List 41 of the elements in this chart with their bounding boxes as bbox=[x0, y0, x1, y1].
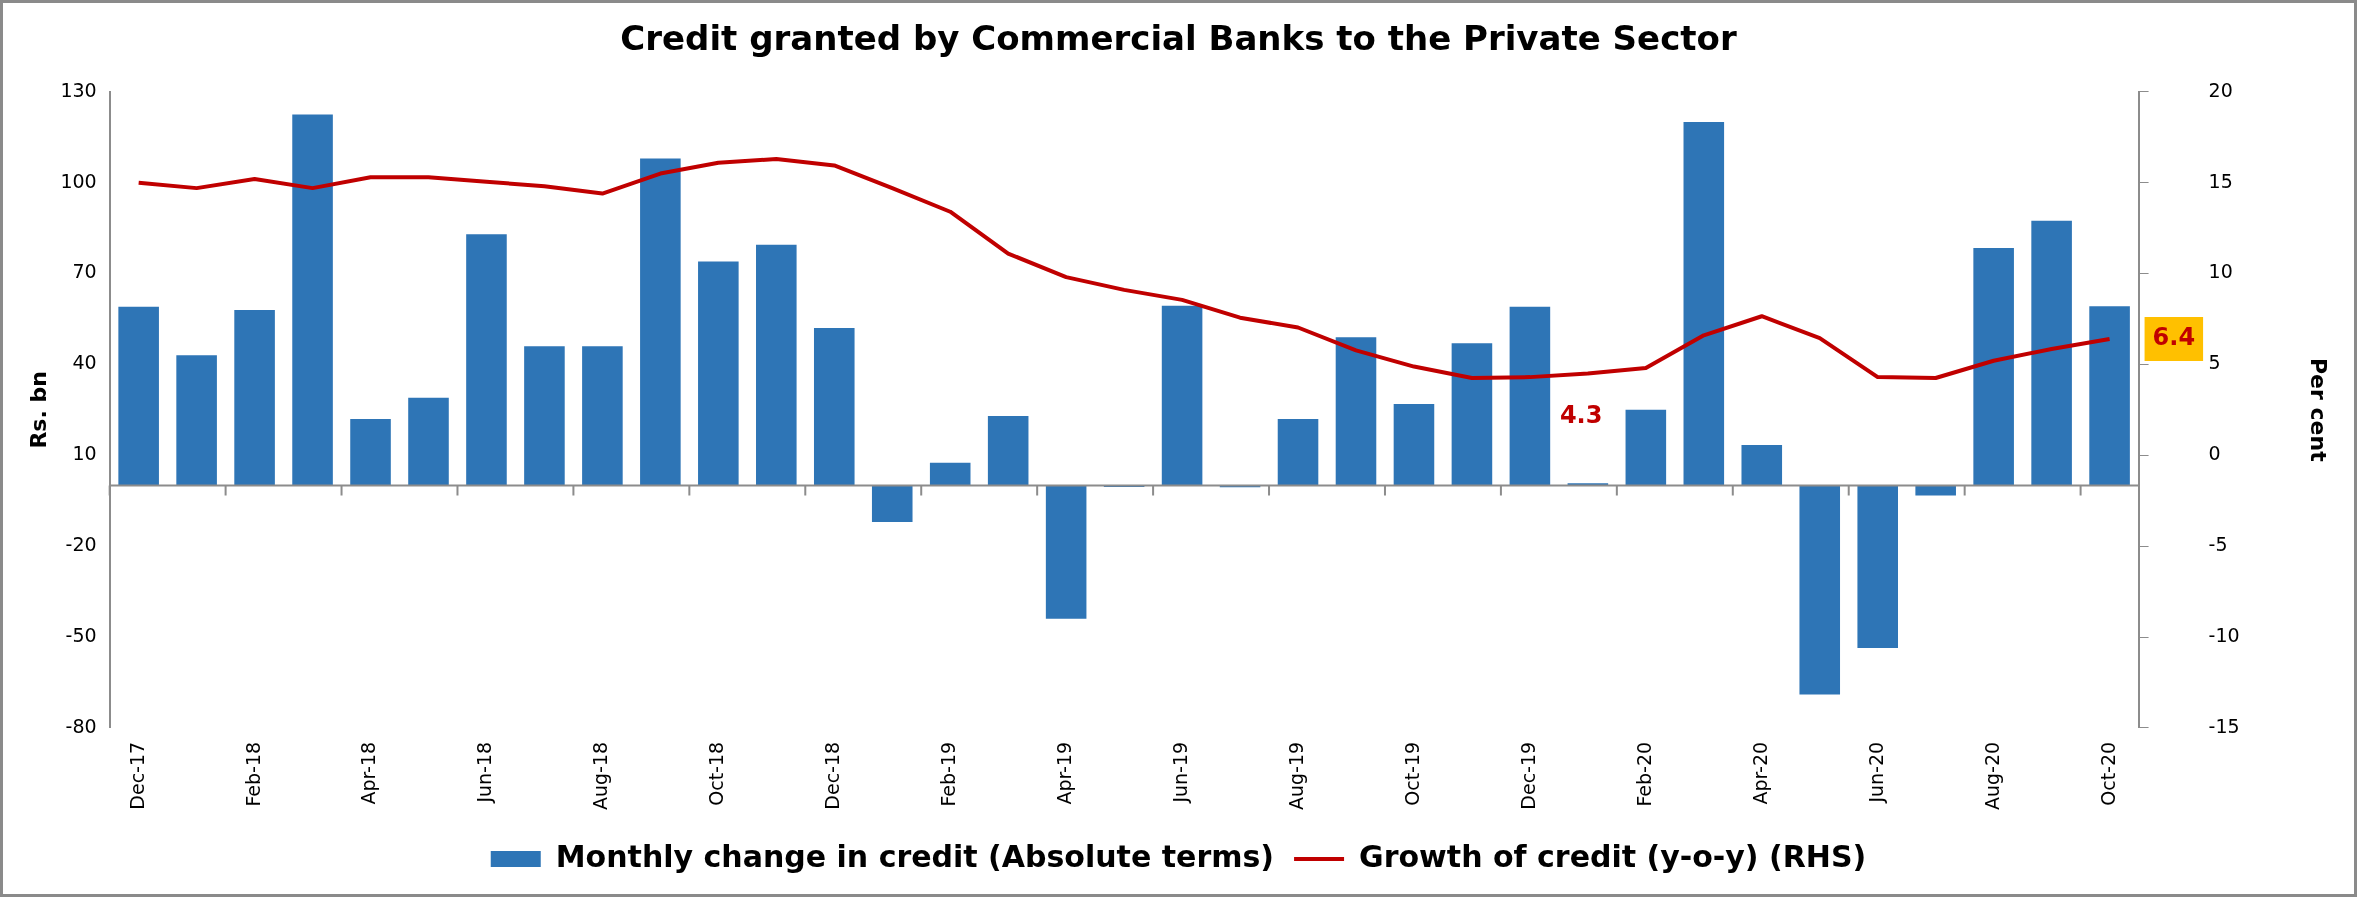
y2-tick-label: 5 bbox=[2208, 351, 2221, 374]
x-tick-label: Dec-18 bbox=[821, 741, 844, 810]
x-tick-label: Feb-19 bbox=[937, 741, 960, 807]
y-tick-label: -50 bbox=[65, 623, 97, 646]
x-tick-label: Feb-18 bbox=[241, 741, 264, 807]
y2-tick-label: 15 bbox=[2208, 169, 2233, 192]
x-tick-label: Dec-17 bbox=[125, 741, 148, 810]
y2-tick-label: -15 bbox=[2208, 714, 2240, 737]
x-tick-label: Jun-18 bbox=[473, 741, 496, 804]
x-tick-label: Dec-19 bbox=[1516, 741, 1539, 810]
x-tick-label: Aug-18 bbox=[589, 741, 612, 811]
y-tick-label: 100 bbox=[60, 169, 97, 192]
x-tick-label: Apr-18 bbox=[357, 741, 380, 805]
data-label: 4.3 bbox=[1559, 401, 1603, 430]
x-tick-label: Apr-20 bbox=[1748, 741, 1771, 805]
legend-label: Monthly change in credit (Absolute terms) bbox=[555, 838, 1275, 874]
y-axis-title: Rs. bn bbox=[25, 371, 51, 449]
legend-label: Growth of credit (y-o-y) (RHS) bbox=[1359, 838, 1867, 874]
x-tick-label: Jun-20 bbox=[1864, 741, 1887, 804]
y2-tick-label: -5 bbox=[2208, 533, 2228, 556]
x-tick-label: Apr-19 bbox=[1053, 741, 1076, 805]
x-tick-label: Oct-19 bbox=[1400, 741, 1423, 806]
y2-tick-label: -10 bbox=[2208, 623, 2240, 646]
y2-tick-label: 20 bbox=[2208, 78, 2233, 101]
x-tick-label: Oct-20 bbox=[2096, 741, 2119, 806]
y2-tick-label: 0 bbox=[2208, 442, 2221, 465]
y-tick-label: -20 bbox=[65, 533, 97, 556]
y-tick-label: 40 bbox=[72, 351, 97, 374]
y-tick-label: 70 bbox=[72, 260, 97, 283]
y-tick-label: 130 bbox=[60, 78, 97, 101]
data-label: 6.4 bbox=[2152, 323, 2196, 352]
x-tick-label: Aug-20 bbox=[1980, 741, 2003, 811]
y2-tick-label: 10 bbox=[2208, 260, 2233, 283]
y-tick-label: 10 bbox=[72, 442, 97, 465]
y2-axis-title: Per cent bbox=[2306, 357, 2332, 463]
x-tick-label: Oct-18 bbox=[705, 741, 728, 806]
x-tick-label: Aug-19 bbox=[1284, 741, 1307, 811]
x-tick-label: Jun-19 bbox=[1169, 741, 1192, 804]
chart-title: Credit granted by Commercial Banks to the Private Sector bbox=[620, 18, 1737, 59]
x-tick-label: Feb-20 bbox=[1632, 741, 1655, 807]
y-tick-label: -80 bbox=[65, 714, 97, 737]
